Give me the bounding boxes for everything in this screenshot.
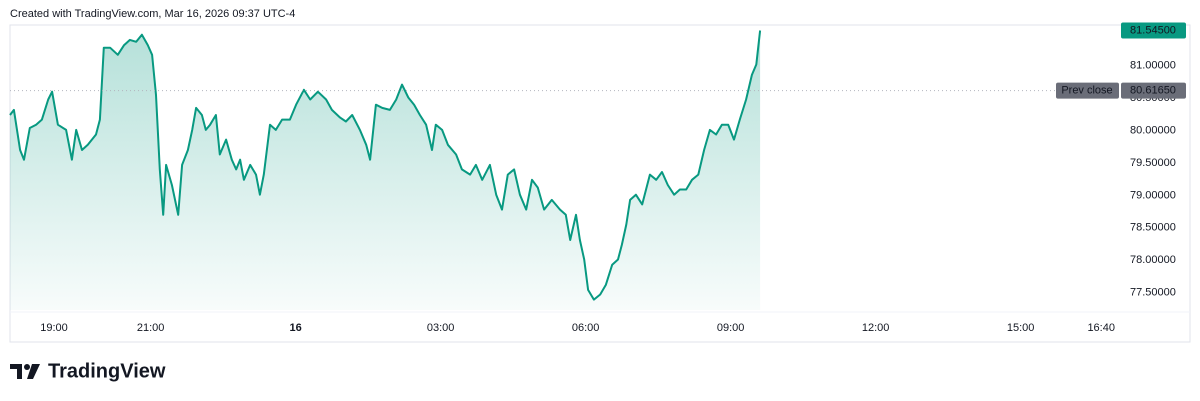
- chart-title: Created with TradingView.com, Mar 16, 20…: [10, 8, 295, 20]
- y-tick-label: 79.00000: [1130, 189, 1176, 201]
- axis-labels: 77.50000 78.00000 78.50000 79.00000 79.50000…: [40, 22, 1186, 334]
- y-tick-label: 78.50000: [1130, 222, 1176, 234]
- price-line: [9, 30, 762, 301]
- y-tick-label: 81.00000: [1130, 60, 1176, 72]
- x-tick-label: 21:00: [137, 322, 165, 334]
- x-tick-label: 09:00: [717, 322, 745, 334]
- logo-icon: [10, 364, 22, 379]
- x-tick-label: 12:00: [862, 322, 890, 334]
- x-tick-label: 03:00: [427, 322, 455, 334]
- logo-icon: [24, 364, 30, 370]
- prev-close-name: Prev close: [1061, 85, 1112, 97]
- prev-close-value: 80.61650: [1130, 85, 1176, 97]
- x-tick-label: 16:40: [1087, 322, 1115, 334]
- y-tick-label: 77.50000: [1130, 286, 1176, 298]
- y-tick-label: 79.50000: [1130, 157, 1176, 169]
- y-tick-label: 78.00000: [1130, 254, 1176, 266]
- area-fill: [10, 30, 761, 310]
- y-tick-label: 80.00000: [1130, 124, 1176, 136]
- brand-logo: TradingView: [10, 360, 166, 382]
- x-tick-label: 15:00: [1007, 322, 1035, 334]
- x-tick-label: 19:00: [40, 322, 68, 334]
- prev-close-value-tag: [1121, 82, 1186, 99]
- logo-icon: [27, 364, 40, 379]
- x-tick-label: 16: [290, 322, 302, 334]
- last-price-tag: [1121, 22, 1186, 39]
- brand-name: TradingView: [48, 360, 166, 382]
- plot-area: [9, 30, 1112, 310]
- x-tick-label: 06:00: [572, 322, 600, 334]
- last-price-label: 81.54500: [1130, 24, 1176, 36]
- prev-close-tag: [1056, 82, 1119, 99]
